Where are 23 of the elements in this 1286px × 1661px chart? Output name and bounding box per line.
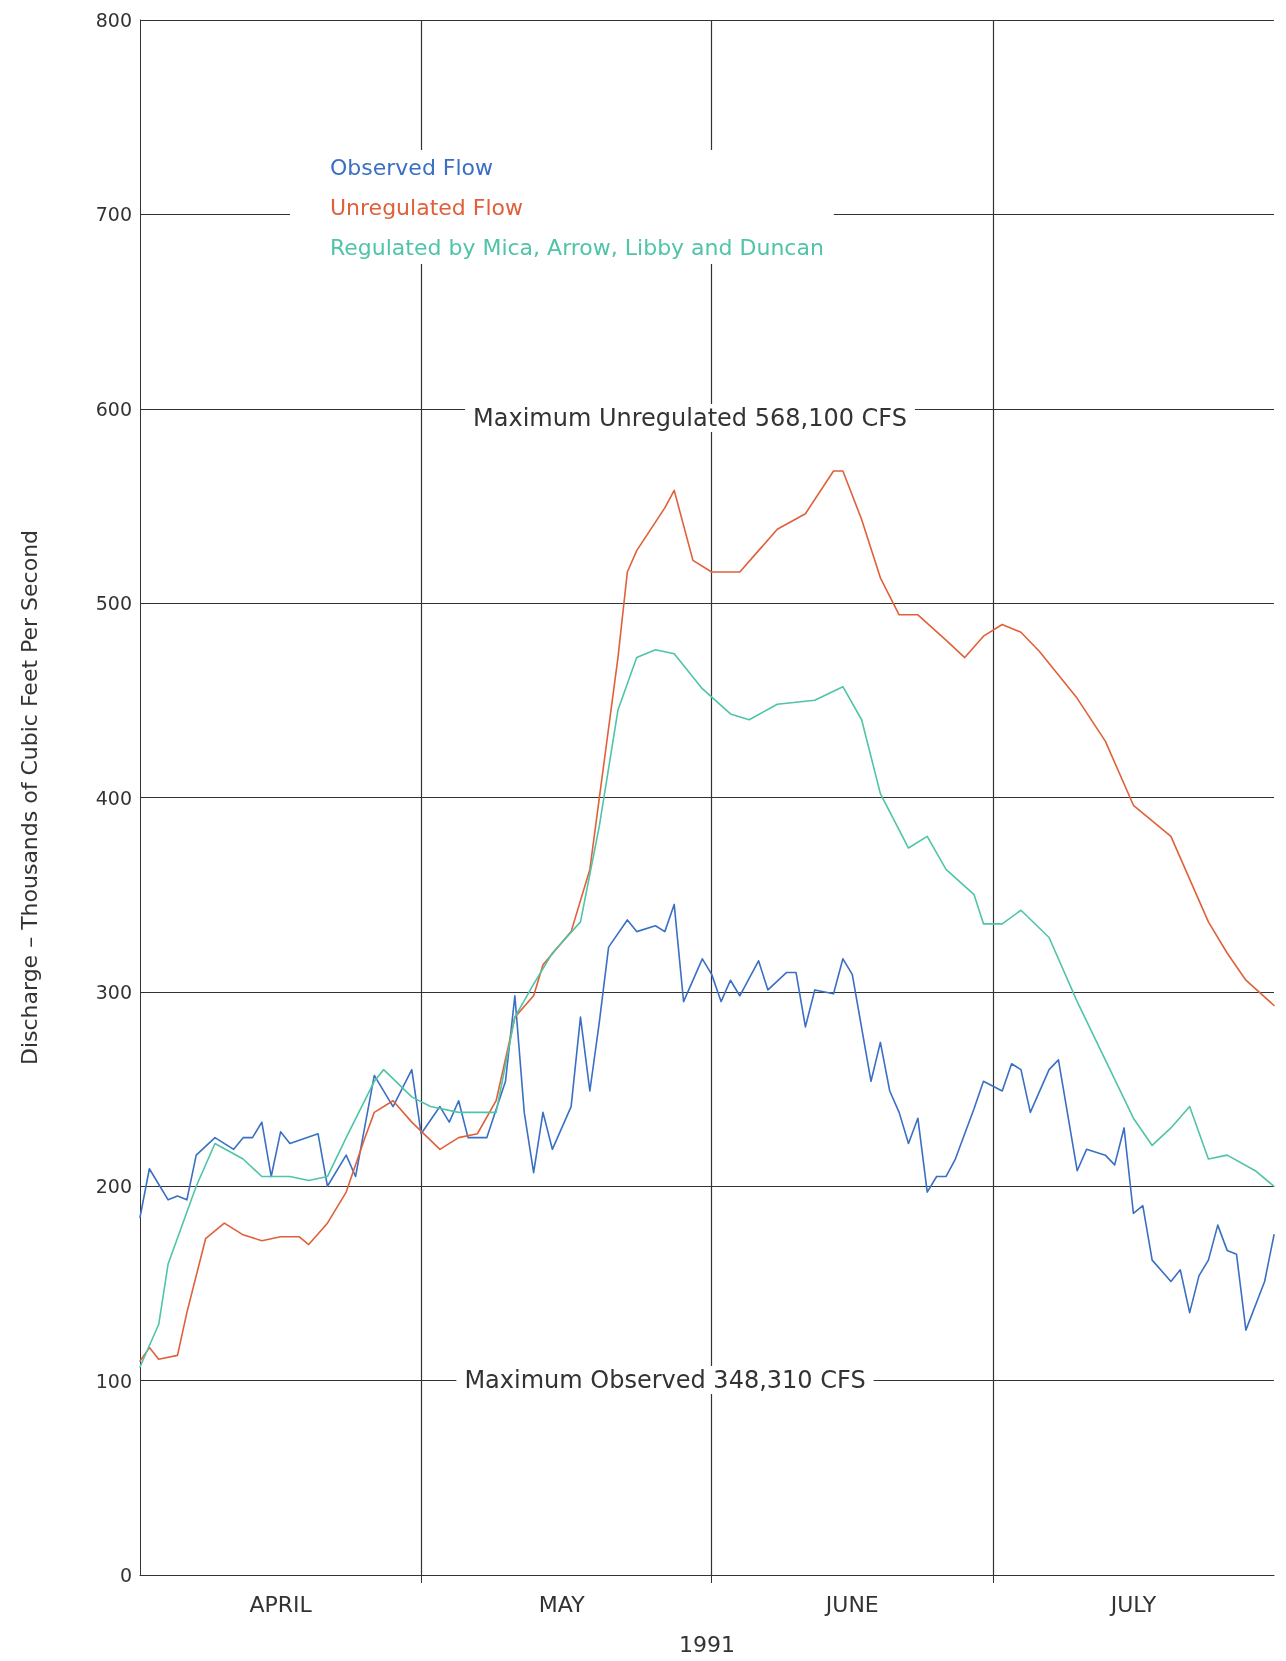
annotation: Maximum Observed 348,310 CFS: [464, 1366, 866, 1394]
line-series: [139, 903, 1275, 1331]
line-series: [139, 470, 1275, 1362]
x-tick-label: MAY: [538, 1591, 586, 1617]
y-tick-label: 400: [95, 786, 132, 809]
text: Unregulated Flow: [330, 194, 523, 220]
y-tick-label: 500: [95, 592, 132, 615]
y-tick-label: 300: [95, 980, 132, 1003]
y-tick-label: 700: [95, 203, 132, 226]
y-tick-label: 0: [119, 1564, 132, 1586]
x-tick-label: JULY: [1108, 1591, 1157, 1617]
x-tick-label: JUNE: [823, 1591, 879, 1617]
text: Observed Flow: [330, 154, 494, 180]
line-series: [139, 648, 1275, 1368]
y-tick-label: 200: [95, 1175, 132, 1198]
y-tick-label: 100: [95, 1369, 132, 1392]
x-axis-title: 1991: [679, 1631, 735, 1657]
y-tick-label: 600: [95, 397, 132, 420]
y-axis-title: Discharge – Thousands of Cubic Feet Per Second: [16, 529, 42, 1066]
x-tick-label: APRIL: [249, 1591, 313, 1617]
text: Regulated by Mica, Arrow, Libby and Duncan: [330, 234, 824, 260]
annotation: Maximum Unregulated 568,100 CFS: [473, 404, 907, 432]
y-tick-label: 800: [95, 9, 132, 31]
